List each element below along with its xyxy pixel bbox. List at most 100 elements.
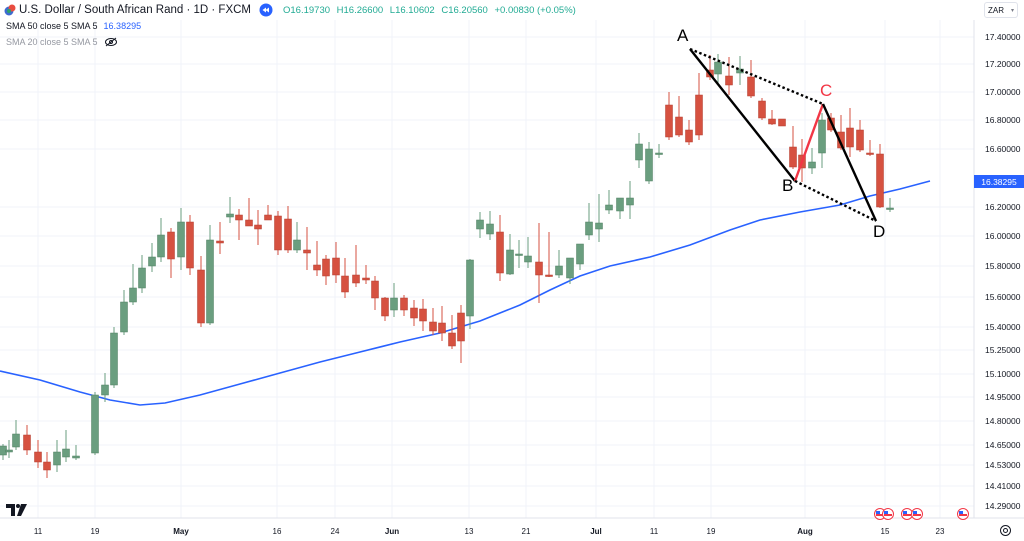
candle (197, 256, 205, 327)
candle (23, 425, 31, 455)
sma20-label: SMA 20 close 5 SMA 5 (6, 37, 98, 47)
candle (665, 92, 673, 140)
candle (400, 295, 408, 316)
close-value: C16.20560 (441, 4, 488, 16)
candle (313, 241, 321, 276)
candle (626, 181, 634, 219)
bc-leg (793, 103, 825, 182)
candle (216, 222, 224, 254)
candle (886, 198, 894, 212)
candle (167, 228, 175, 278)
candle (506, 234, 514, 275)
candle (284, 206, 292, 253)
price-tick: 14.65000 (985, 440, 1021, 450)
candle (476, 212, 484, 238)
chevron-down-icon: ▾ (1010, 7, 1014, 14)
sma-50-line (0, 180, 931, 406)
candle (206, 225, 214, 325)
candle (685, 120, 693, 145)
time-tick: May (173, 527, 189, 536)
candle (254, 210, 262, 245)
replay-icon[interactable] (259, 3, 273, 17)
candle (635, 133, 643, 168)
candle (138, 255, 146, 293)
candle (747, 60, 755, 98)
ac-dotted-line (689, 47, 824, 106)
price-tick: 15.40000 (985, 322, 1021, 332)
symbol-title: U.S. Dollar / South African Rand · 1D · … (19, 4, 251, 16)
candle (274, 211, 282, 255)
us-flag-event-icon[interactable] (957, 508, 969, 520)
candle (341, 258, 349, 298)
time-tick: 23 (935, 527, 945, 536)
abcd-pattern (689, 47, 878, 223)
time-tick: 16 (272, 527, 282, 536)
candle (332, 242, 340, 283)
chart-legend: U.S. Dollar / South African Rand · 1D · … (4, 2, 580, 50)
candle (53, 440, 61, 472)
cd-leg (821, 103, 878, 222)
time-tick: Jul (590, 527, 602, 536)
price-tick: 14.80000 (985, 416, 1021, 426)
candle (758, 98, 766, 120)
sma50-row[interactable]: SMA 50 close 5 SMA 5 16.38295 (4, 18, 580, 34)
candle (293, 222, 301, 253)
candle (390, 283, 398, 317)
price-tick: 16.20000 (985, 202, 1021, 212)
candle (876, 144, 884, 208)
eye-hidden-icon[interactable] (104, 37, 118, 47)
candle (846, 108, 854, 157)
tradingview-logo-icon (6, 504, 27, 516)
candle (524, 237, 532, 268)
sma20-row[interactable]: SMA 20 close 5 SMA 5 (4, 34, 580, 50)
candle (110, 327, 118, 388)
candle (177, 208, 185, 270)
price-tick: 14.41000 (985, 481, 1021, 491)
us-flag-event-icon[interactable] (882, 508, 894, 520)
ab-leg (689, 48, 796, 182)
us-flag-event-icon[interactable] (901, 508, 913, 520)
symbol-row[interactable]: U.S. Dollar / South African Rand · 1D · … (4, 2, 580, 18)
candle (778, 118, 786, 127)
candle (545, 232, 553, 277)
pattern-point-a: A (677, 26, 689, 45)
flag-pair-icon (4, 4, 16, 16)
candle (616, 197, 624, 219)
price-tick: 15.80000 (985, 261, 1021, 271)
candle (322, 255, 330, 285)
candle (585, 203, 593, 240)
price-tick: 17.40000 (985, 32, 1021, 42)
us-flag-event-icon[interactable] (911, 508, 923, 520)
candle (245, 198, 253, 227)
candle (186, 215, 194, 275)
time-tick: 11 (33, 527, 43, 536)
candle (818, 113, 826, 168)
price-tick: 15.60000 (985, 292, 1021, 302)
candle (34, 440, 42, 468)
candle (486, 211, 494, 240)
ohlc-values: O16.19730 H16.26600 L16.10602 C16.20560 … (283, 5, 580, 16)
open-value: O16.19730 (283, 4, 331, 16)
bd-dotted-line (794, 179, 877, 223)
candle (645, 142, 653, 184)
candle (157, 218, 165, 262)
candle (605, 190, 613, 214)
time-tick: 24 (330, 527, 340, 536)
candlesticks (0, 54, 894, 478)
settings-gear-icon[interactable] (1000, 525, 1011, 536)
candle (856, 120, 864, 152)
candle (789, 126, 797, 169)
candle (675, 96, 683, 137)
candle (72, 445, 80, 460)
candle (120, 290, 128, 335)
candle (448, 315, 456, 349)
candle (5, 440, 13, 458)
sma50-label: SMA 50 close 5 SMA 5 (6, 21, 98, 31)
candle (535, 223, 543, 303)
currency-selector[interactable]: ZAR ▾ (984, 2, 1018, 18)
price-tick: 15.10000 (985, 369, 1021, 379)
candle (555, 250, 563, 278)
tradingview-logo[interactable] (6, 503, 28, 519)
candle (457, 305, 465, 363)
